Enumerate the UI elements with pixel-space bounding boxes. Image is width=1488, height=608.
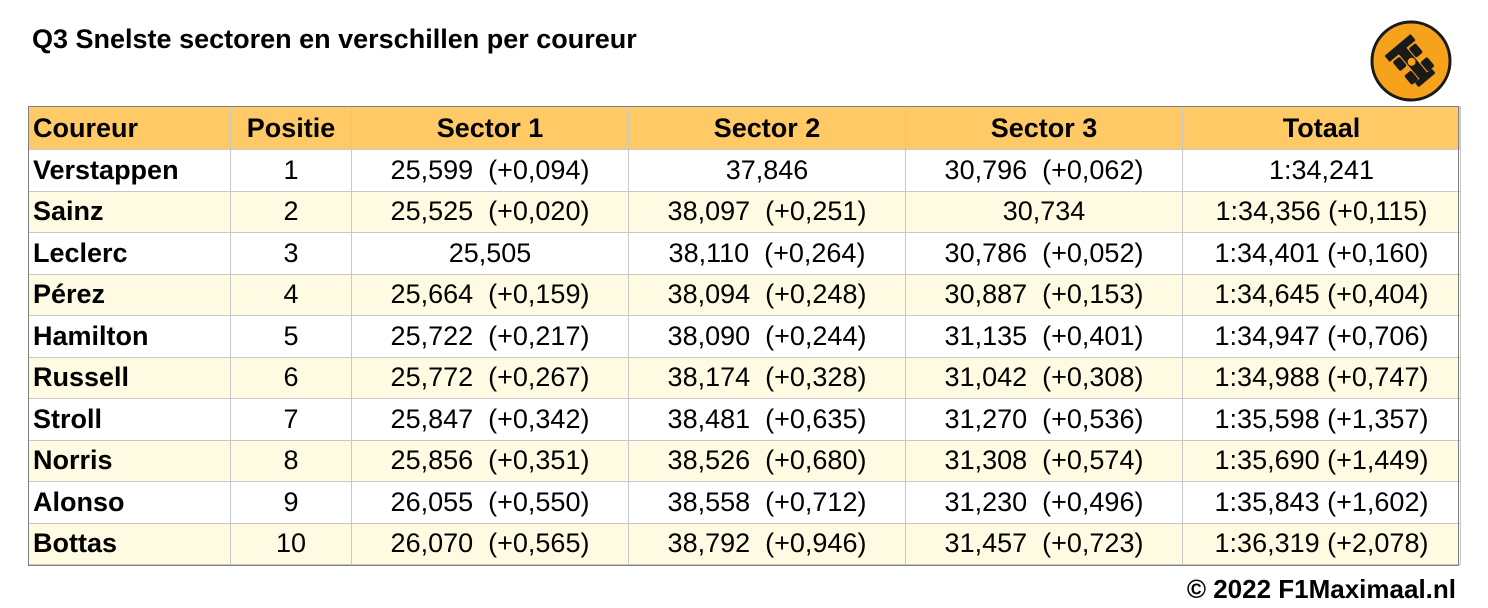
sector2-cell: 38,526 (+0,680) [628, 439, 906, 482]
sector1-cell: 25,505 [351, 232, 629, 275]
total-cell: 1:35,598 (+1,357) [1182, 398, 1461, 441]
position-cell: 2 [230, 190, 352, 233]
total-cell: 1:35,843 (+1,602) [1182, 481, 1461, 524]
page-title: Q3 Snelste sectoren en verschillen per c… [32, 24, 637, 54]
table-row: Verstappen 1 25,599 (+0,094) 37,846 30,7… [28, 149, 1461, 192]
total-cell: 1:34,356 (+0,115) [1182, 190, 1461, 233]
total-cell: 1:34,401 (+0,160) [1182, 232, 1461, 275]
sector2-cell: 38,094 (+0,248) [628, 273, 906, 316]
table-row: Pérez 4 25,664 (+0,159) 38,094 (+0,248) … [28, 273, 1461, 316]
driver-name: Pérez [28, 273, 231, 316]
sector1-cell: 25,525 (+0,020) [351, 190, 629, 233]
table-row: Sainz 2 25,525 (+0,020) 38,097 (+0,251) … [28, 190, 1461, 233]
table-row: Stroll 7 25,847 (+0,342) 38,481 (+0,635)… [28, 398, 1461, 441]
copyright-footer: © 2022 F1Maximaal.nl [1186, 574, 1456, 604]
position-cell: 9 [230, 481, 352, 524]
sector1-cell: 25,599 (+0,094) [351, 149, 629, 192]
sector2-cell: 38,174 (+0,328) [628, 356, 906, 399]
header-sector2: Sector 2 [628, 106, 906, 150]
sector1-cell: 25,847 (+0,342) [351, 398, 629, 441]
sector3-cell: 31,270 (+0,536) [905, 398, 1183, 441]
total-cell: 1:34,988 (+0,747) [1182, 356, 1461, 399]
table-row: Alonso 9 26,055 (+0,550) 38,558 (+0,712)… [28, 481, 1461, 524]
sector2-cell: 37,846 [628, 149, 906, 192]
sector3-cell: 30,786 (+0,052) [905, 232, 1183, 275]
header-sector1: Sector 1 [351, 106, 629, 150]
sector1-cell: 25,772 (+0,267) [351, 356, 629, 399]
sector2-cell: 38,792 (+0,946) [628, 522, 906, 565]
sector1-cell: 25,722 (+0,217) [351, 315, 629, 358]
sector-times-table: Coureur Positie Sector 1 Sector 2 Sector… [28, 106, 1461, 565]
position-cell: 8 [230, 439, 352, 482]
sector1-cell: 26,055 (+0,550) [351, 481, 629, 524]
sector1-cell: 25,664 (+0,159) [351, 273, 629, 316]
driver-name: Verstappen [28, 149, 231, 192]
position-cell: 6 [230, 356, 352, 399]
table-row: Hamilton 5 25,722 (+0,217) 38,090 (+0,24… [28, 315, 1461, 358]
sector3-cell: 30,734 [905, 190, 1183, 233]
driver-name: Alonso [28, 481, 231, 524]
driver-name: Leclerc [28, 232, 231, 275]
total-cell: 1:35,690 (+1,449) [1182, 439, 1461, 482]
sector3-cell: 31,457 (+0,723) [905, 522, 1183, 565]
position-cell: 10 [230, 522, 352, 565]
total-cell: 1:34,947 (+0,706) [1182, 315, 1461, 358]
table-row: Russell 6 25,772 (+0,267) 38,174 (+0,328… [28, 356, 1461, 399]
driver-name: Stroll [28, 398, 231, 441]
header-driver: Coureur [28, 106, 231, 150]
position-cell: 5 [230, 315, 352, 358]
driver-name: Russell [28, 356, 231, 399]
total-cell: 1:36,319 (+2,078) [1182, 522, 1461, 565]
sector1-cell: 25,856 (+0,351) [351, 439, 629, 482]
driver-name: Hamilton [28, 315, 231, 358]
sector2-cell: 38,090 (+0,244) [628, 315, 906, 358]
table-row: Leclerc 3 25,505 38,110 (+0,264) 30,786 … [28, 232, 1461, 275]
sector3-cell: 30,887 (+0,153) [905, 273, 1183, 316]
sector3-cell: 30,796 (+0,062) [905, 149, 1183, 192]
driver-name: Norris [28, 439, 231, 482]
table-header-row: Coureur Positie Sector 1 Sector 2 Sector… [28, 106, 1461, 150]
sector3-cell: 31,135 (+0,401) [905, 315, 1183, 358]
position-cell: 4 [230, 273, 352, 316]
sector2-cell: 38,097 (+0,251) [628, 190, 906, 233]
header-sector3: Sector 3 [905, 106, 1183, 150]
driver-name: Sainz [28, 190, 231, 233]
sector3-cell: 31,308 (+0,574) [905, 439, 1183, 482]
total-cell: 1:34,645 (+0,404) [1182, 273, 1461, 316]
sector2-cell: 38,481 (+0,635) [628, 398, 906, 441]
total-cell: 1:34,241 [1182, 149, 1461, 192]
sector3-cell: 31,230 (+0,496) [905, 481, 1183, 524]
position-cell: 7 [230, 398, 352, 441]
table-row: Norris 8 25,856 (+0,351) 38,526 (+0,680)… [28, 439, 1461, 482]
sector3-cell: 31,042 (+0,308) [905, 356, 1183, 399]
position-cell: 1 [230, 149, 352, 192]
driver-name: Bottas [28, 522, 231, 565]
race-car-icon [1370, 20, 1452, 102]
position-cell: 3 [230, 232, 352, 275]
header-total: Totaal [1182, 106, 1461, 150]
sector2-cell: 38,110 (+0,264) [628, 232, 906, 275]
sector1-cell: 26,070 (+0,565) [351, 522, 629, 565]
sector2-cell: 38,558 (+0,712) [628, 481, 906, 524]
table-row: Bottas 10 26,070 (+0,565) 38,792 (+0,946… [28, 522, 1461, 565]
header-position: Positie [230, 106, 352, 150]
